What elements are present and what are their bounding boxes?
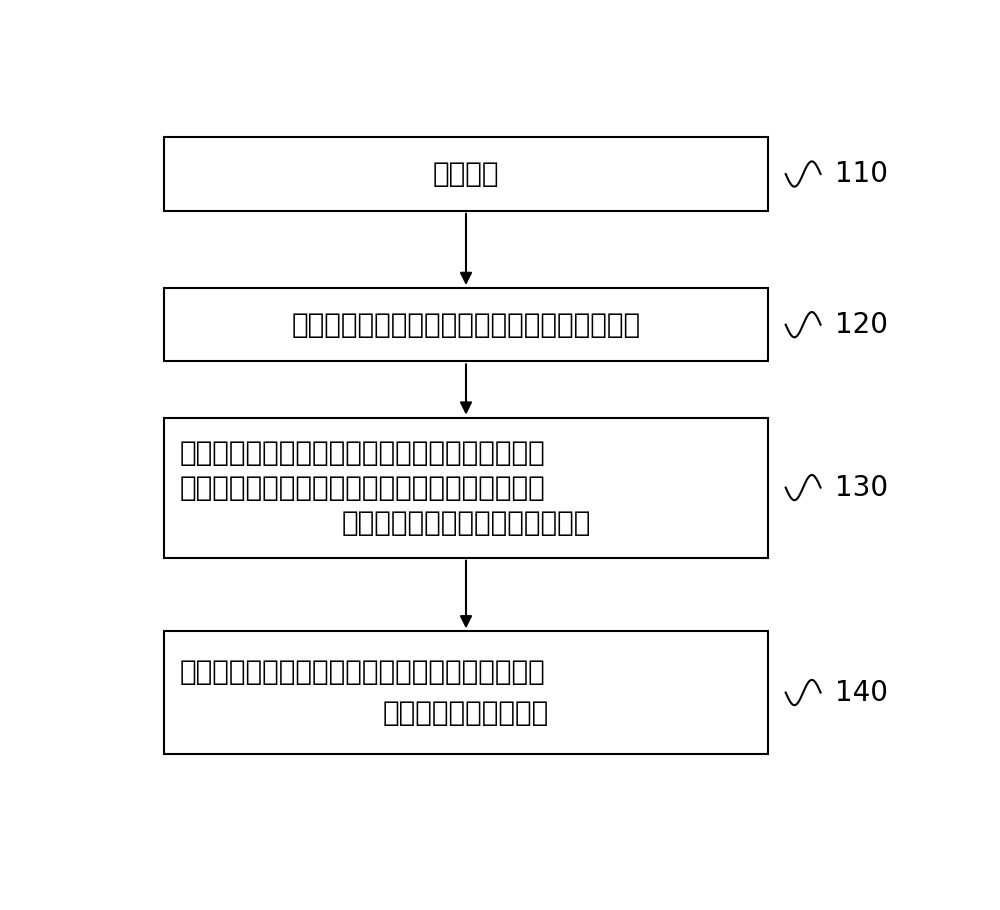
Bar bbox=[164, 418, 768, 558]
Text: 110: 110 bbox=[835, 160, 888, 188]
Text: 130: 130 bbox=[835, 473, 888, 501]
Text: 120: 120 bbox=[835, 310, 888, 339]
Text: 140: 140 bbox=[835, 679, 888, 706]
Text: 化层与有源层直接接触: 化层与有源层直接接触 bbox=[383, 699, 549, 727]
Text: 在基板上依次形成栅极层、第一绝缘层和有源层: 在基板上依次形成栅极层、第一绝缘层和有源层 bbox=[291, 310, 641, 339]
Bar bbox=[164, 632, 768, 753]
Text: 在图案化的源极和漏极上形成有机钝化层，有机钝: 在图案化的源极和漏极上形成有机钝化层，有机钝 bbox=[179, 658, 545, 686]
Bar bbox=[164, 288, 768, 361]
Text: 刻蚀工艺包括湿法刻蚀和干法刻蚀: 刻蚀工艺包括湿法刻蚀和干法刻蚀 bbox=[341, 509, 591, 537]
Bar bbox=[164, 137, 768, 211]
Text: 提供基板: 提供基板 bbox=[433, 160, 499, 188]
Text: 在有源层上形成源极层和漏极层，上通过对源极层: 在有源层上形成源极层和漏极层，上通过对源极层 bbox=[179, 439, 545, 467]
Text: 和漏极层进行刻蚀工艺形成图案化的源极和漏极，: 和漏极层进行刻蚀工艺形成图案化的源极和漏极， bbox=[179, 473, 545, 501]
